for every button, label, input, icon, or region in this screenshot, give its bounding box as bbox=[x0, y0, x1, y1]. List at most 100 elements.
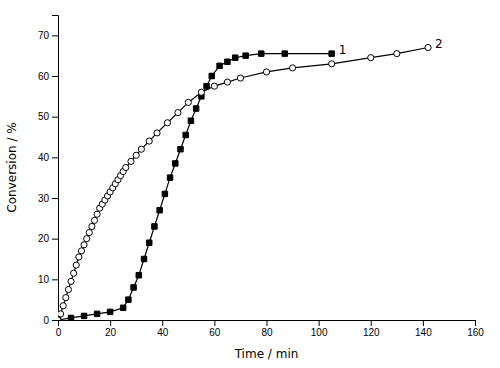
marker bbox=[394, 51, 400, 57]
x-tick: 0 bbox=[56, 320, 62, 338]
marker bbox=[204, 83, 209, 88]
marker bbox=[76, 254, 82, 260]
marker bbox=[91, 217, 97, 223]
marker bbox=[73, 262, 79, 268]
y-tick-mark bbox=[52, 320, 58, 321]
marker bbox=[146, 240, 151, 245]
marker bbox=[89, 223, 95, 229]
marker bbox=[138, 146, 144, 152]
x-tick-label: 100 bbox=[311, 327, 328, 338]
x-tick-mark bbox=[214, 320, 215, 326]
y-tick-label: 20 bbox=[38, 233, 50, 244]
marker bbox=[225, 59, 230, 64]
x-tick: 100 bbox=[311, 320, 328, 338]
marker bbox=[282, 51, 287, 56]
x-tick: 80 bbox=[261, 320, 273, 338]
marker bbox=[128, 158, 134, 164]
y-tick: 0 bbox=[43, 315, 58, 326]
x-tick-label: 20 bbox=[105, 327, 117, 338]
marker bbox=[329, 61, 335, 67]
marker bbox=[237, 75, 243, 81]
marker bbox=[211, 83, 217, 89]
chart: 02040608010012014016001020304050607012Ti… bbox=[0, 0, 500, 368]
x-tick-label: 120 bbox=[363, 327, 380, 338]
marker bbox=[183, 132, 188, 137]
y-tick: 50 bbox=[38, 111, 58, 122]
y-tick-label: 10 bbox=[38, 274, 50, 285]
y-tick: 10 bbox=[38, 274, 58, 285]
y-axis: 0 10 20 30 40 50 60 70 bbox=[38, 16, 59, 326]
x-tick-mark bbox=[475, 320, 476, 326]
series-label: 2 bbox=[435, 37, 443, 51]
y-tick-mark bbox=[52, 239, 58, 240]
x-tick-mark bbox=[319, 320, 320, 326]
marker bbox=[162, 191, 167, 196]
x-tick-mark bbox=[371, 320, 372, 326]
x-tick-mark bbox=[267, 320, 268, 326]
x-tick-label: 0 bbox=[56, 327, 62, 338]
marker bbox=[146, 138, 152, 144]
marker bbox=[71, 270, 77, 276]
series-markers bbox=[58, 44, 431, 320]
marker bbox=[164, 120, 170, 126]
y-tick-label: 60 bbox=[38, 71, 50, 82]
x-tick-mark bbox=[110, 320, 111, 326]
y-tick-label: 0 bbox=[43, 315, 49, 326]
series-line bbox=[58, 48, 428, 320]
marker bbox=[243, 53, 248, 58]
marker bbox=[58, 311, 64, 317]
y-tick-label: 50 bbox=[38, 111, 50, 122]
marker bbox=[209, 73, 214, 78]
x-axis-title: Time / min bbox=[234, 347, 299, 361]
marker bbox=[188, 118, 193, 123]
marker bbox=[217, 63, 222, 68]
marker bbox=[425, 44, 431, 50]
marker bbox=[68, 315, 73, 320]
plot: 02040608010012014016001020304050607012 bbox=[38, 16, 484, 339]
x-tick-label: 160 bbox=[467, 327, 484, 338]
marker bbox=[81, 242, 87, 248]
marker bbox=[157, 207, 162, 212]
marker bbox=[136, 273, 141, 278]
y-tick-mark bbox=[52, 35, 58, 36]
y-tick-label: 30 bbox=[38, 193, 50, 204]
series-label: 1 bbox=[339, 43, 347, 57]
marker bbox=[232, 55, 237, 60]
x-tick: 40 bbox=[157, 320, 169, 338]
x-tick-label: 40 bbox=[157, 327, 169, 338]
marker bbox=[126, 297, 131, 302]
y-tick-label: 40 bbox=[38, 152, 50, 163]
marker bbox=[63, 295, 69, 301]
y-tick-label: 70 bbox=[38, 30, 50, 41]
x-axis: 020406080100120140160 bbox=[56, 320, 485, 338]
marker bbox=[86, 229, 92, 235]
marker bbox=[84, 236, 90, 242]
y-tick-mark bbox=[52, 157, 58, 158]
marker bbox=[167, 175, 172, 180]
series-line bbox=[58, 54, 332, 320]
y-tick-mark bbox=[52, 117, 58, 118]
marker bbox=[120, 305, 125, 310]
x-tick-label: 80 bbox=[261, 327, 273, 338]
marks bbox=[58, 44, 431, 320]
y-tick-mark bbox=[52, 279, 58, 280]
marker bbox=[68, 278, 74, 284]
x-tick: 120 bbox=[363, 320, 380, 338]
x-tick-label: 60 bbox=[209, 327, 221, 338]
x-tick-mark bbox=[162, 320, 163, 326]
x-tick-mark bbox=[423, 320, 424, 326]
x-tick: 160 bbox=[467, 320, 484, 338]
marker bbox=[368, 55, 374, 61]
x-tick: 60 bbox=[209, 320, 221, 338]
series-labels: 12 bbox=[339, 37, 443, 57]
marker bbox=[78, 248, 84, 254]
series-markers bbox=[58, 51, 334, 320]
marker bbox=[141, 256, 146, 261]
y-axis-title: Conversion / % bbox=[5, 122, 19, 212]
y-tick: 20 bbox=[38, 233, 58, 244]
marker bbox=[289, 65, 295, 71]
marker bbox=[193, 106, 198, 111]
marker bbox=[60, 303, 66, 309]
marker bbox=[263, 69, 269, 75]
marker bbox=[152, 224, 157, 229]
